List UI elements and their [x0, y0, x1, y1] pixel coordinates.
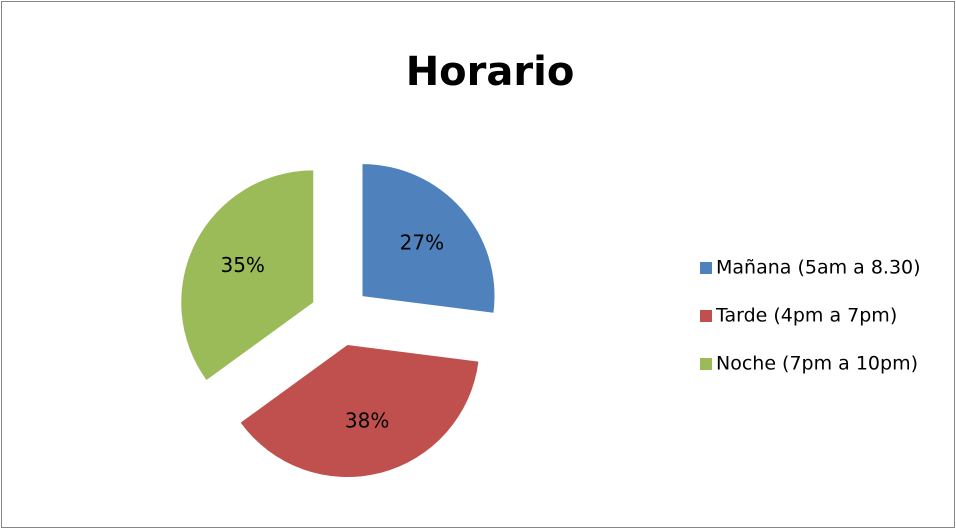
pie-slice: [362, 164, 495, 313]
pie-slice: [240, 345, 479, 478]
pie-slice: [181, 170, 314, 380]
data-label: 35%: [220, 253, 264, 277]
chart-title: Horario: [406, 49, 575, 95]
data-label: 27%: [400, 230, 444, 254]
legend-swatch: [700, 358, 712, 370]
data-label: 38%: [345, 408, 389, 432]
legend-swatch: [700, 310, 712, 322]
legend-swatch: [700, 262, 712, 274]
legend-label: Tarde (4pm a 7pm): [715, 305, 897, 327]
legend-label: Noche (7pm a 10pm): [716, 353, 918, 375]
legend-label: Mañana (5am a 8.30): [716, 257, 921, 279]
